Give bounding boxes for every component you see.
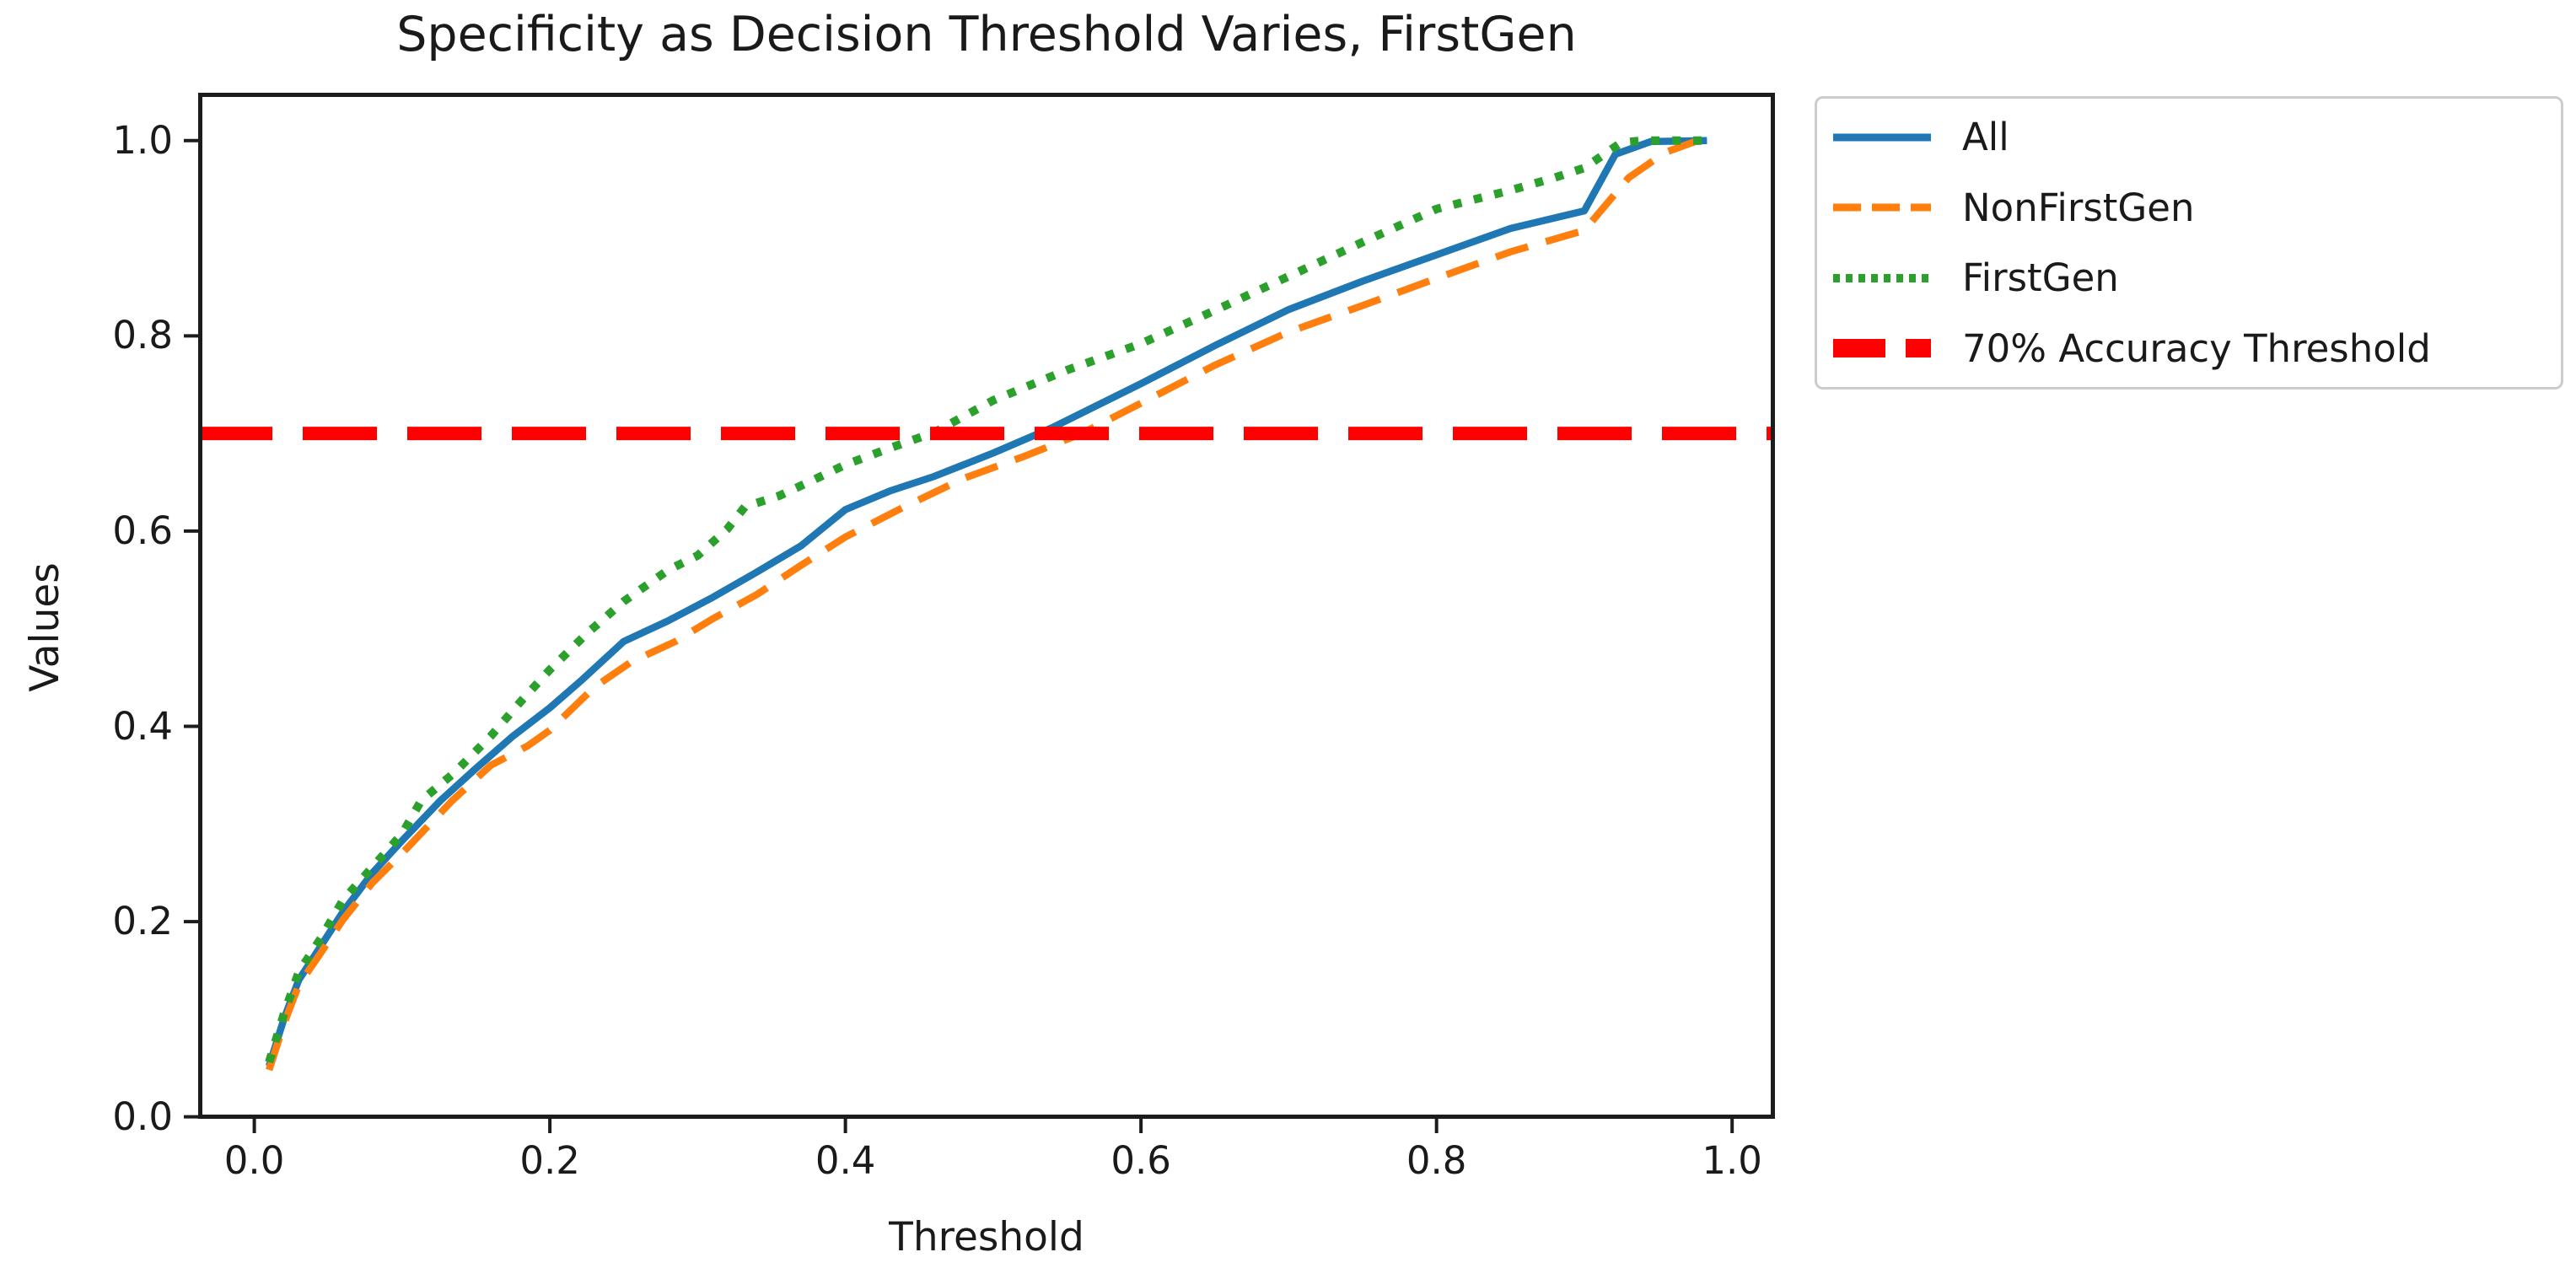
legend-item-nonfirstgen: NonFirstGen (1831, 173, 2552, 244)
y-tick-label: 0.4 (112, 703, 173, 749)
curve-firstgen (265, 136, 1707, 1064)
x-tick-label: 0.6 (1111, 1138, 1171, 1183)
legend-label-firstgen: FirstGen (1962, 255, 2119, 301)
y-tick-label: 0.0 (112, 1094, 173, 1139)
axes-spines (198, 93, 1775, 1119)
legend-item-firstgen: FirstGen (1831, 243, 2552, 314)
threshold-dashed-swatch-icon (1833, 339, 1931, 358)
x-axis-label: Threshold (889, 1214, 1084, 1260)
y-tick-label: 0.2 (112, 899, 173, 944)
x-tick-label: 0.4 (815, 1138, 876, 1183)
y-tick-label: 1.0 (112, 117, 173, 163)
y-axis-label: Values (22, 562, 68, 692)
x-tick-label: 0.0 (223, 1138, 285, 1183)
legend-label-all: All (1962, 115, 2009, 160)
nonfirstgen-dashed-swatch-icon (1833, 203, 1931, 212)
y-tick-label: 0.8 (112, 313, 173, 358)
chart-title: Specificity as Decision Threshold Varies… (396, 7, 1577, 62)
x-tick-label: 0.8 (1406, 1138, 1467, 1183)
curve-nonfirstgen (266, 137, 1707, 1072)
all-line-swatch-icon (1833, 133, 1931, 142)
plot-area (184, 93, 1775, 1133)
legend-label-nonfirstgen: NonFirstGen (1962, 185, 2195, 230)
x-tick-label: 0.2 (519, 1138, 580, 1183)
y-tick-label: 0.6 (112, 508, 173, 553)
legend-item-accuracy-threshold: 70% Accuracy Threshold (1831, 314, 2552, 384)
legend-item-all: All (1831, 102, 2552, 173)
x-tick-label: 1.0 (1702, 1138, 1762, 1183)
legend-label-accuracy-threshold: 70% Accuracy Threshold (1962, 325, 2431, 371)
firstgen-dotted-swatch-icon (1833, 273, 1931, 282)
legend-box: All NonFirstGen FirstGen 70% Accuracy Th… (1815, 96, 2563, 390)
curve-all (266, 137, 1707, 1067)
